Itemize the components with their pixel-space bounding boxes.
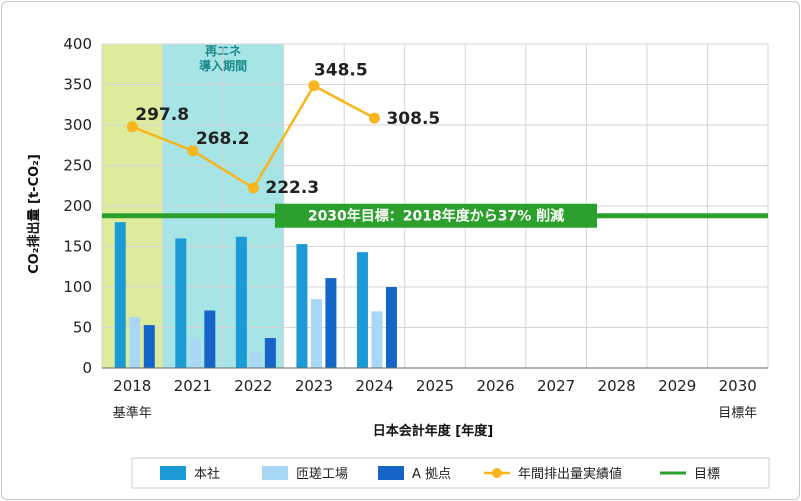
bar-A 拠点: [204, 310, 216, 368]
bar-匝瑳工場: [371, 311, 383, 368]
data-label: 222.3: [265, 178, 319, 198]
x-tick-label: 2027: [537, 377, 575, 395]
bar-A 拠点: [264, 338, 276, 368]
x-tick-label: 2018: [113, 377, 151, 395]
y-tick-label: 300: [63, 116, 92, 134]
bar-本社: [235, 236, 247, 368]
bar-匝瑳工場: [129, 316, 141, 368]
y-tick-label: 400: [63, 35, 92, 53]
x-tick-label: 2028: [598, 377, 636, 395]
target-label-box: [275, 203, 597, 228]
legend-label: 本社: [194, 466, 220, 482]
data-label: 308.5: [386, 109, 440, 129]
bar-匝瑳工場: [189, 339, 201, 368]
y-tick-label: 100: [63, 278, 92, 296]
legend-swatch: [262, 466, 288, 480]
legend-swatch: [492, 468, 502, 478]
bar-本社: [114, 222, 126, 368]
y-tick-label: 250: [63, 157, 92, 175]
y-tick-label: 350: [63, 76, 92, 94]
x-tick-label: 2029: [658, 377, 696, 395]
emissions-point: [126, 121, 138, 133]
y-axis-title: CO₂排出量 [t-CO₂]: [26, 154, 42, 274]
y-tick-label: 150: [63, 238, 92, 256]
x-tick-label: 2024: [355, 377, 393, 395]
data-label: 348.5: [314, 61, 368, 81]
bar-本社: [175, 238, 187, 368]
legend-label: 匝瑳工場: [296, 467, 348, 482]
emissions-point: [247, 182, 259, 194]
emissions-point: [368, 112, 380, 124]
x-tick-label: 2025: [416, 377, 454, 395]
y-tick-label: 200: [63, 197, 92, 215]
x-tick-label: 2026: [476, 377, 514, 395]
legend-swatch: [160, 466, 186, 480]
y-tick-label: 0: [82, 359, 92, 377]
x-tick-label: 2021: [174, 377, 212, 395]
x-sub-label: 基準年: [113, 405, 152, 421]
bar-匝瑳工場: [310, 299, 322, 368]
bar-A 拠点: [143, 325, 155, 368]
y-tick-label: 50: [73, 319, 92, 337]
legend-swatch: [378, 466, 404, 480]
x-tick-label: 2023: [295, 377, 333, 395]
emissions-point: [308, 80, 320, 92]
emissions-point: [187, 145, 199, 157]
legend-label: A 拠点: [412, 467, 451, 482]
bar-A 拠点: [325, 278, 337, 368]
bar-匝瑳工場: [250, 351, 262, 368]
bar-A 拠点: [385, 287, 397, 368]
data-label: 268.2: [196, 129, 250, 149]
data-label: 297.8: [135, 105, 189, 125]
legend-label: 目標: [694, 467, 720, 482]
bar-本社: [296, 244, 308, 368]
x-axis-title: 日本会計年度 [年度]: [373, 423, 493, 439]
legend-label: 年間排出量実績値: [518, 466, 622, 482]
target-label: 2030年目標：2018年度から37% 削減: [308, 208, 564, 225]
bar-本社: [356, 252, 368, 368]
x-tick-label: 2030: [719, 377, 757, 395]
x-tick-label: 2022: [234, 377, 272, 395]
x-sub-label: 目標年: [718, 406, 757, 421]
